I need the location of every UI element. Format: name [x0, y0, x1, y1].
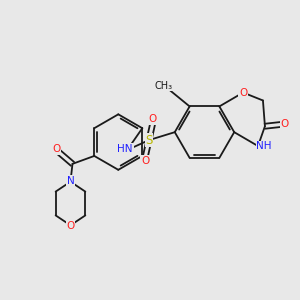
Text: HN: HN — [118, 144, 133, 154]
Text: O: O — [52, 144, 61, 154]
Text: O: O — [141, 156, 149, 166]
Text: CH₃: CH₃ — [155, 81, 173, 91]
Text: O: O — [280, 119, 289, 129]
Text: N: N — [67, 176, 74, 186]
Text: N: N — [67, 177, 74, 187]
Text: NH: NH — [256, 141, 272, 151]
Text: O: O — [239, 88, 247, 98]
Text: O: O — [66, 221, 75, 231]
Text: S: S — [145, 134, 153, 147]
Text: O: O — [149, 114, 157, 124]
